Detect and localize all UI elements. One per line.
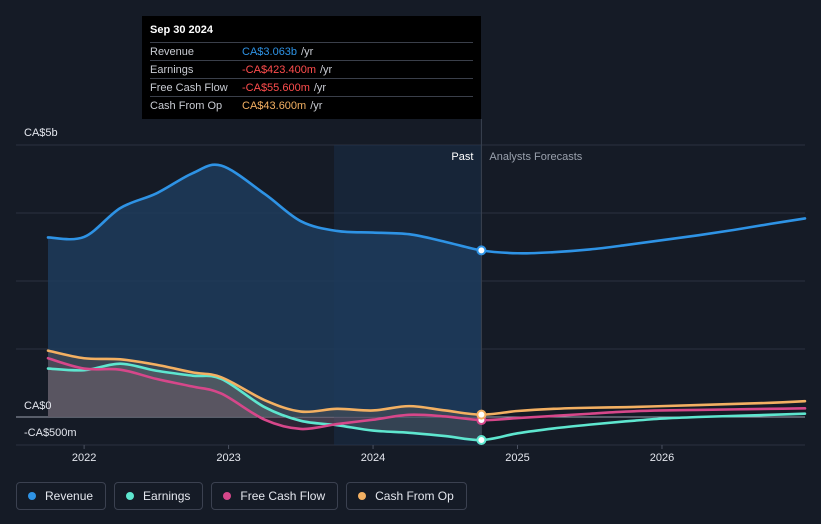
cash-from-op-line xyxy=(46,349,807,416)
revenue-dot-icon xyxy=(28,492,36,500)
tooltip-unit: /yr xyxy=(301,45,314,58)
series-lines xyxy=(46,163,807,442)
free-cash-flow-line xyxy=(46,356,807,431)
cash-from-op-marker xyxy=(476,409,487,420)
legend-label: Cash From Op xyxy=(375,489,454,503)
tooltip-label: Cash From Op xyxy=(150,99,223,112)
revenue-area xyxy=(48,164,482,417)
cash-from-op-dot-icon xyxy=(358,492,367,500)
tooltip-row-cash-from-op: Cash From Op CA$43.600m /yr xyxy=(150,96,473,114)
x-tick-label: 2025 xyxy=(505,452,529,464)
tooltip-row-revenue: Revenue CA$3.063b /yr xyxy=(150,42,473,60)
legend-label: Revenue xyxy=(45,489,94,503)
tooltip-value: CA$43.600m xyxy=(242,99,307,112)
y-axis: CA$5b CA$0 -CA$500m xyxy=(24,127,77,439)
free-cash-flow-area xyxy=(48,358,482,430)
y-tick-label: CA$5b xyxy=(24,127,58,139)
earnings-marker xyxy=(476,435,487,446)
x-tick-label: 2023 xyxy=(216,452,240,464)
x-axis: 2022 2023 2024 2025 2026 xyxy=(72,445,674,464)
legend-label: Free Cash Flow xyxy=(240,489,326,503)
legend-item-revenue[interactable]: Revenue xyxy=(16,482,107,510)
tooltip-date: Sep 30 2024 xyxy=(150,24,213,36)
legend-label: Earnings xyxy=(143,489,191,503)
forecast-label: Analysts Forecasts xyxy=(489,151,582,163)
past-label: Past xyxy=(451,151,473,163)
cash-from-op-area xyxy=(48,350,482,417)
x-tick-label: 2024 xyxy=(361,452,385,464)
revenue-marker xyxy=(476,245,487,256)
tooltip-value: -CA$55.600m xyxy=(242,81,310,94)
y-tick-label: CA$0 xyxy=(24,400,52,412)
legend-item-free-cash-flow[interactable]: Free Cash Flow xyxy=(211,482,339,510)
tooltip-unit: /yr xyxy=(320,63,333,76)
legend: Revenue Earnings Free Cash Flow Cash Fro… xyxy=(16,482,467,510)
hover-markers xyxy=(476,245,487,446)
tooltip-row-free-cash-flow: Free Cash Flow -CA$55.600m /yr xyxy=(150,78,473,96)
tooltip-value: CA$3.063b xyxy=(242,45,298,58)
x-tick-label: 2026 xyxy=(650,452,674,464)
earnings-line xyxy=(46,362,807,442)
tooltip-value: -CA$423.400m xyxy=(242,63,316,76)
legend-item-earnings[interactable]: Earnings xyxy=(114,482,204,510)
tooltip-unit: /yr xyxy=(310,99,323,112)
tooltip-row-earnings: Earnings -CA$423.400m /yr xyxy=(150,60,473,78)
earnings-dot-icon xyxy=(126,492,135,500)
tooltip-unit: /yr xyxy=(313,81,327,94)
y-tick-label: -CA$500m xyxy=(24,427,77,439)
tooltip: Sep 30 2024 Revenue CA$3.063b /yr Earnin… xyxy=(142,16,481,119)
free-cash-flow-dot-icon xyxy=(223,492,232,500)
revenue-line xyxy=(46,163,807,255)
tooltip-label: Revenue xyxy=(150,45,195,58)
x-tick-label: 2022 xyxy=(72,452,96,464)
tooltip-label: Free Cash Flow xyxy=(150,81,228,94)
legend-item-cash-from-op[interactable]: Cash From Op xyxy=(346,482,467,510)
tooltip-label: Earnings xyxy=(150,63,194,76)
chart: CA$5b CA$0 -CA$500m 2022 2023 2024 2025 2026 P… xyxy=(16,119,807,464)
